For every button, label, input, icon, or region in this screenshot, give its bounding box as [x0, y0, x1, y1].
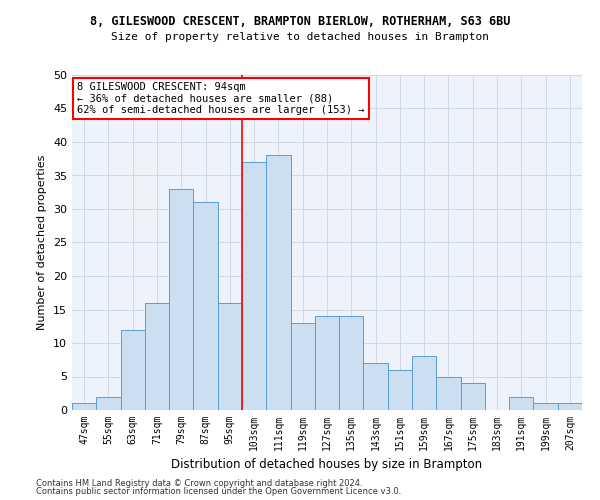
- Bar: [339, 316, 364, 410]
- Bar: [96, 396, 121, 410]
- Bar: [364, 363, 388, 410]
- Text: Contains HM Land Registry data © Crown copyright and database right 2024.: Contains HM Land Registry data © Crown c…: [36, 478, 362, 488]
- Bar: [290, 323, 315, 410]
- Bar: [533, 404, 558, 410]
- Bar: [436, 376, 461, 410]
- Text: 8 GILESWOOD CRESCENT: 94sqm
← 36% of detached houses are smaller (88)
62% of sem: 8 GILESWOOD CRESCENT: 94sqm ← 36% of det…: [77, 82, 365, 115]
- X-axis label: Distribution of detached houses by size in Brampton: Distribution of detached houses by size …: [172, 458, 482, 471]
- Text: Contains public sector information licensed under the Open Government Licence v3: Contains public sector information licen…: [36, 487, 401, 496]
- Bar: [461, 383, 485, 410]
- Bar: [72, 404, 96, 410]
- Bar: [315, 316, 339, 410]
- Bar: [193, 202, 218, 410]
- Bar: [218, 303, 242, 410]
- Bar: [558, 404, 582, 410]
- Bar: [169, 189, 193, 410]
- Bar: [121, 330, 145, 410]
- Y-axis label: Number of detached properties: Number of detached properties: [37, 155, 47, 330]
- Bar: [266, 156, 290, 410]
- Bar: [509, 396, 533, 410]
- Bar: [412, 356, 436, 410]
- Bar: [145, 303, 169, 410]
- Text: 8, GILESWOOD CRESCENT, BRAMPTON BIERLOW, ROTHERHAM, S63 6BU: 8, GILESWOOD CRESCENT, BRAMPTON BIERLOW,…: [90, 15, 510, 28]
- Bar: [242, 162, 266, 410]
- Bar: [388, 370, 412, 410]
- Text: Size of property relative to detached houses in Brampton: Size of property relative to detached ho…: [111, 32, 489, 42]
